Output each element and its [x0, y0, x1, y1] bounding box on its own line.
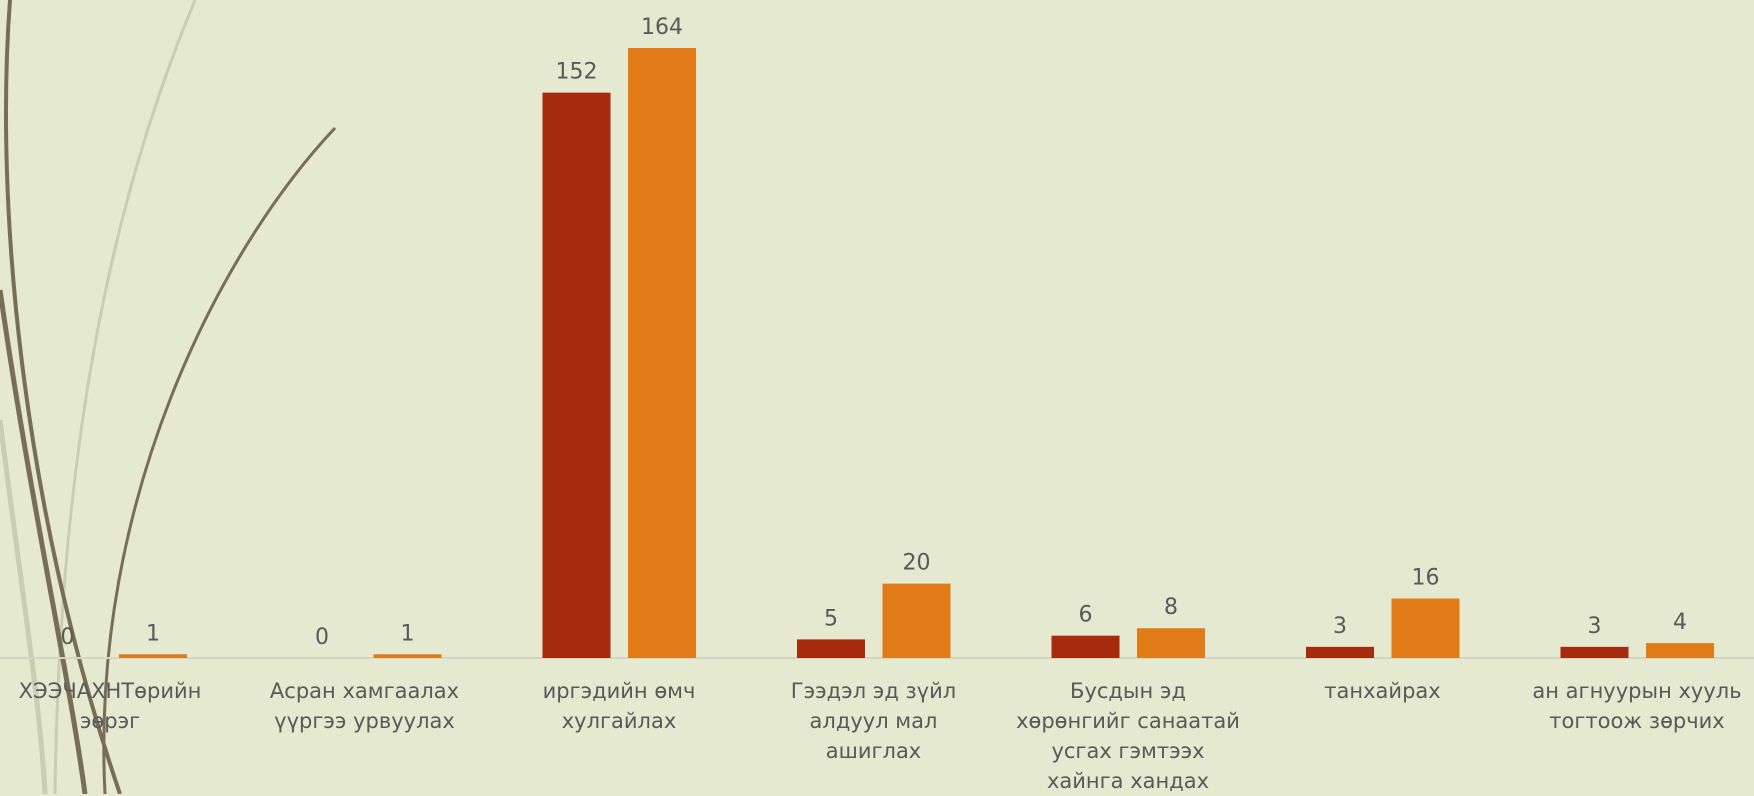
x-tick-label: ХЭЭЧАХНТөрийн эөрэг: [18, 679, 202, 733]
bar: [1306, 646, 1374, 658]
bar: [1646, 643, 1714, 658]
data-label: 164: [641, 15, 683, 40]
data-label: 4: [1673, 610, 1687, 635]
x-tick-label: ан агнуурын хууль тогтоож зөрчих: [1532, 679, 1742, 733]
decoration: [0, 0, 337, 794]
bar: [1560, 646, 1629, 658]
x-tick-label: Бусдын эд хөрөнгийг санаатай усгах гэмтэ…: [1016, 679, 1240, 793]
data-label: 8: [1164, 595, 1178, 620]
bar: [119, 654, 187, 658]
data-label: 0: [315, 625, 329, 650]
bar: [542, 92, 611, 658]
data-label: 1: [401, 621, 415, 646]
bar: [628, 48, 696, 658]
data-label: 20: [903, 551, 931, 576]
x-tick-label: танхайрах: [1324, 679, 1441, 703]
data-label: 152: [556, 60, 598, 85]
data-label: 6: [1079, 603, 1093, 628]
x-tick-label: иргэдийн өмч хулгайлах: [542, 679, 696, 733]
x-tick-label: Гээдэл эд зүйл алдуул мал ашиглах: [790, 679, 957, 763]
bar: [1137, 628, 1205, 658]
bar: [1051, 635, 1120, 658]
data-label: 1: [146, 621, 160, 646]
data-label: 5: [824, 606, 838, 631]
bar: [882, 583, 951, 658]
bar: [797, 639, 865, 658]
x-tick-label: Асран хамгаалах үүргээ урвуулах: [269, 679, 460, 733]
data-label: 16: [1412, 565, 1440, 590]
data-label: 3: [1588, 614, 1602, 639]
data-label: 3: [1333, 614, 1347, 639]
data-label: 0: [61, 625, 75, 650]
bar: [1391, 598, 1460, 658]
bar: [373, 654, 442, 658]
